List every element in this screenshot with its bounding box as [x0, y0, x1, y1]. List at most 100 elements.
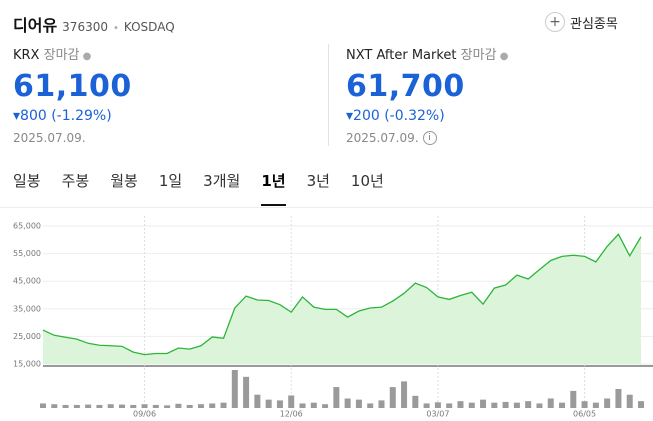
volume-bar: [480, 399, 487, 408]
change-amount: 800: [20, 108, 47, 124]
separator: [0, 207, 653, 208]
x-tick-label: 06/05: [573, 410, 596, 419]
watchlist-button[interactable]: + 관심종목: [545, 12, 618, 32]
volume-bar: [276, 400, 283, 408]
volume-bar: [559, 402, 566, 408]
info-icon: i: [422, 131, 437, 145]
volume-bar: [547, 398, 554, 408]
period-tab[interactable]: 주봉: [61, 172, 90, 190]
volume-bar: [141, 404, 148, 408]
change-percent: (-0.32%): [384, 108, 445, 124]
period-tab[interactable]: 1년: [261, 170, 286, 206]
change: ▾800 (-1.29%): [13, 108, 313, 124]
period-tab[interactable]: 10년: [350, 172, 384, 190]
quote-header: KRX 장마감 ●: [13, 44, 313, 63]
y-tick-label: 55,000: [13, 249, 41, 258]
price-line: [42, 233, 642, 356]
stock-title: 디어유 376300 • KOSDAQ: [13, 12, 175, 36]
volume-bar: [615, 389, 622, 408]
y-tick-label: 65,000: [13, 222, 41, 231]
period-tab[interactable]: 월봉: [110, 172, 138, 190]
volume-bar: [209, 403, 216, 408]
date: 2025.07.09. i: [346, 131, 646, 145]
volume-bar: [40, 403, 46, 408]
volume-bar: [322, 404, 329, 408]
volume-bar: [525, 401, 532, 408]
volume-bar: [389, 387, 396, 408]
status-dot: ●: [496, 51, 509, 62]
volume-bar: [299, 403, 306, 408]
volume-bar: [423, 403, 430, 408]
plus-icon: +: [545, 12, 565, 32]
watchlist-label: 관심종목: [570, 16, 618, 32]
volume-bar: [592, 402, 599, 408]
volume-bar: [638, 401, 644, 408]
period-tab[interactable]: 3개월: [203, 172, 241, 190]
volume-bar: [118, 404, 125, 408]
quote-block: KRX 장마감 ● 61,100 ▾800 (-1.29%) 2025.07.09.: [13, 44, 313, 145]
volume-bar: [85, 404, 92, 408]
price: 61,700: [346, 69, 465, 104]
volume-bar: [446, 403, 453, 408]
down-arrow: ▾: [13, 108, 21, 124]
quote-header: NXT After Market 장마감 ●: [346, 44, 646, 63]
x-tick-label: 03/07: [426, 410, 449, 419]
date: 2025.07.09.: [13, 131, 313, 145]
volume-bar: [73, 404, 80, 408]
x-tick-label: 09/06: [133, 410, 156, 419]
volume-bar: [333, 387, 340, 408]
period-tab[interactable]: 1일: [158, 172, 183, 190]
volume-bar: [604, 398, 611, 408]
volume-bar: [107, 404, 114, 408]
volume-bar: [434, 402, 441, 408]
volume-bar: [355, 399, 362, 408]
volume-bar: [536, 403, 543, 408]
volume-bar: [51, 404, 58, 408]
volume-bar: [152, 404, 159, 408]
quote-block: NXT After Market 장마감 ● 61,700 ▾200 (-0.32%…: [346, 44, 646, 145]
volume-bar: [513, 402, 520, 408]
volume-bar: [401, 381, 408, 408]
x-tick-label: 12/06: [280, 410, 303, 419]
volume-bar: [457, 401, 464, 408]
price: 61,100: [13, 69, 132, 104]
volume-bar: [626, 394, 633, 408]
period-tab[interactable]: 일봉: [13, 172, 41, 190]
market-name: NXT After Market: [346, 48, 457, 63]
stock-market: KOSDAQ: [123, 20, 175, 34]
volume-bar: [378, 400, 385, 408]
volume-bar: [288, 395, 295, 408]
volume-bar: [502, 401, 509, 408]
market-status: 장마감: [43, 48, 80, 63]
volume-bar: [197, 404, 204, 408]
divider: [328, 44, 329, 146]
volume-bar: [130, 404, 137, 408]
volume-bar: [491, 402, 498, 408]
stock-name: 디어유: [13, 16, 58, 35]
volume-bar: [412, 395, 419, 408]
volume-bar: [175, 403, 182, 408]
y-tick-label: 15,000: [13, 360, 41, 369]
volume-bar: [62, 404, 69, 408]
volume-bar: [570, 390, 577, 408]
change-amount: 200: [353, 108, 380, 124]
area: [43, 234, 641, 364]
change-percent: (-1.29%): [51, 108, 112, 124]
change: ▾200 (-0.32%): [346, 108, 646, 124]
volume-bar: [186, 404, 193, 408]
volume-bar: [231, 370, 238, 408]
y-tick-label: 25,000: [13, 332, 41, 341]
status-dot: ●: [79, 51, 92, 62]
volume-bar: [96, 404, 103, 408]
period-tabs: 일봉 주봉 월봉 1일 3개월 1년 3년 10년: [13, 170, 405, 206]
quote-date: 2025.07.09.: [13, 131, 86, 145]
volume-bar: [581, 401, 588, 408]
down-arrow: ▾: [346, 108, 354, 124]
volume-bar: [254, 394, 261, 408]
period-tab[interactable]: 3년: [306, 172, 330, 190]
volume-bar: [468, 402, 475, 408]
volume-bar: [220, 402, 227, 408]
y-tick-label: 35,000: [13, 304, 41, 313]
